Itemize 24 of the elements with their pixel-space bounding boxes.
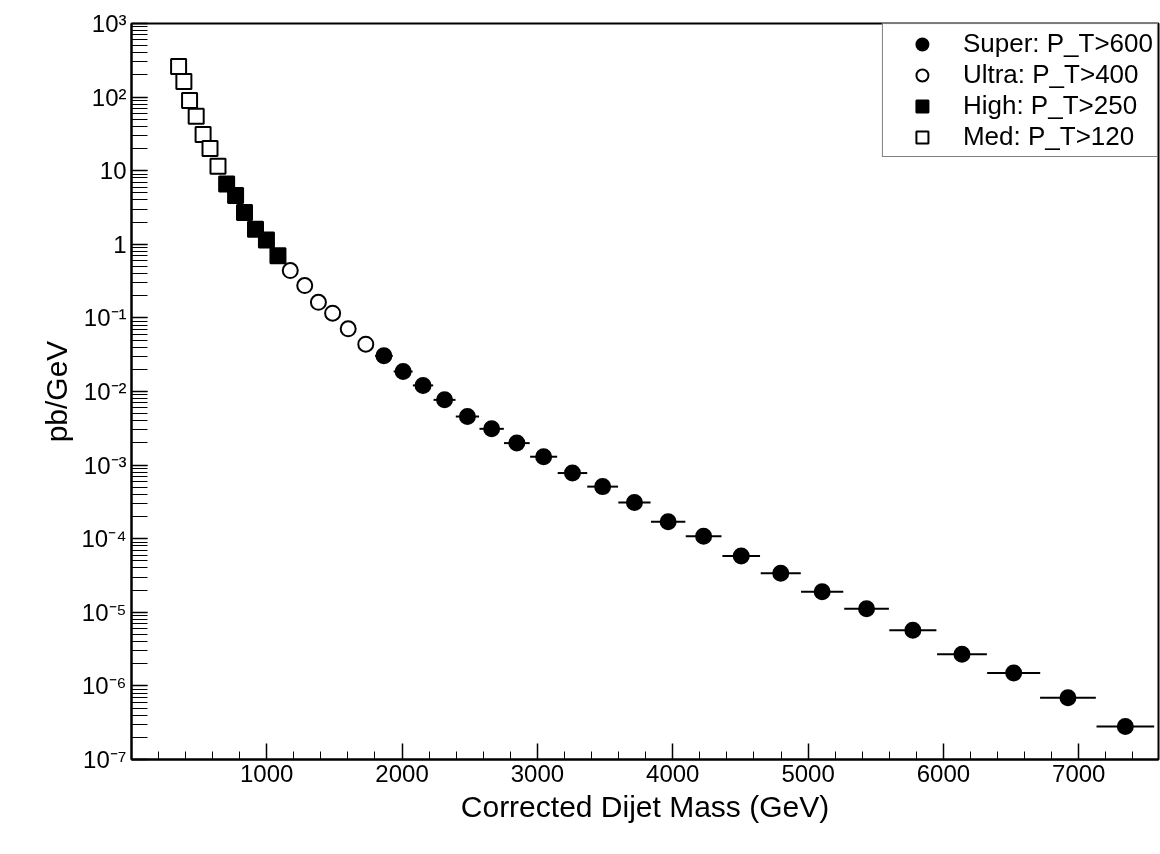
legend-label: Super: P_T>600 — [962, 28, 1153, 59]
y-tick-label: 1 — [113, 230, 127, 258]
y-tick-label: 10³ — [91, 10, 127, 37]
x-tick-label: 3000 — [510, 759, 565, 787]
x-tick-label: 7000 — [1052, 759, 1106, 787]
legend-label: High: P_T>250 — [962, 90, 1138, 121]
y-tick-label: 10⁻⁷ — [83, 746, 127, 773]
x-tick-label: 1000 — [240, 759, 294, 787]
y-tick-label: 10⁻⁶ — [81, 672, 127, 700]
y-axis-title: pb/GeV — [40, 340, 74, 443]
y-tick-label: 10⁻¹ — [83, 304, 127, 332]
legend-label: Ultra: P_T>400 — [962, 59, 1139, 90]
x-tick-label: 6000 — [916, 759, 971, 787]
y-tick-label: 10⁻² — [83, 378, 127, 405]
x-tick-label: 2000 — [375, 759, 429, 787]
x-tick-label: 5000 — [781, 759, 835, 787]
legend-label: Med: P_T>120 — [962, 121, 1135, 152]
x-axis-title: Corrected Dijet Mass (GeV) — [460, 789, 830, 823]
x-tick-label: 4000 — [646, 759, 700, 787]
y-tick-label: 10² — [91, 83, 127, 111]
y-tick-label: 10⁻³ — [83, 451, 127, 479]
y-tick-label: 10⁻⁴ — [81, 525, 127, 553]
y-tick-label: 10⁻⁵ — [81, 598, 127, 626]
y-tick-label: 10 — [99, 157, 127, 185]
